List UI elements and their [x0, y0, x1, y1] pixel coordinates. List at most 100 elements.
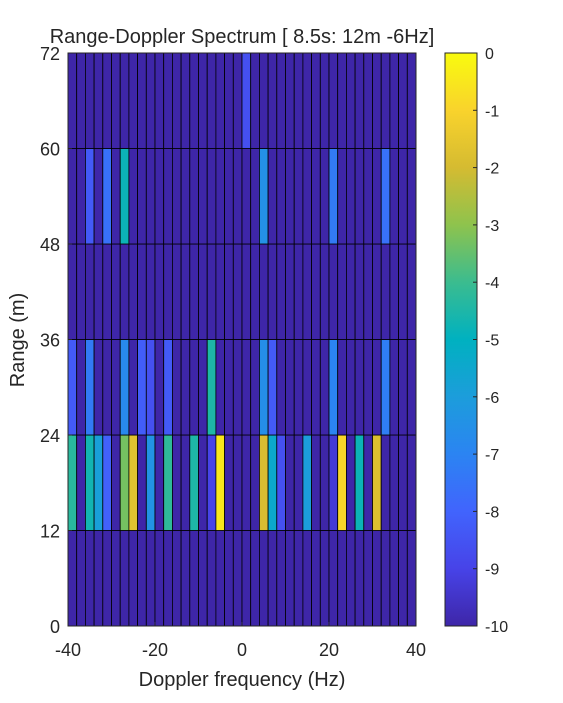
heatmap-cell [250, 434, 260, 531]
heatmap-cell [224, 52, 234, 149]
heatmap-cell [215, 339, 225, 436]
heatmap-cell [180, 243, 191, 340]
colorbar-tick-label: -9 [485, 562, 499, 579]
heatmap-cell [337, 243, 347, 340]
heatmap-cell [250, 148, 260, 245]
heatmap-cell [206, 52, 217, 149]
heatmap-cell [363, 52, 373, 149]
heatmap-cell [154, 530, 165, 627]
heatmap-cell [180, 530, 191, 627]
heatmap-cell [285, 339, 295, 436]
heatmap-cell [398, 530, 408, 627]
heatmap-cell [163, 434, 173, 531]
y-tick-label: 60 [40, 140, 60, 160]
heatmap-cell [180, 52, 191, 149]
heatmap-cell [232, 339, 243, 436]
heatmap-cell [93, 434, 104, 531]
heatmap-cell [354, 339, 365, 436]
heatmap-cell [319, 243, 330, 340]
y-tick-label: 48 [40, 235, 60, 255]
heatmap-cell [67, 339, 78, 436]
heatmap-cell [189, 243, 199, 340]
heatmap-cell [76, 243, 86, 340]
heatmap-cell [302, 434, 312, 531]
heatmap-cell [311, 243, 321, 340]
heatmap-cell [171, 243, 182, 340]
heatmap-cell [372, 52, 382, 149]
heatmap-cell [285, 52, 295, 149]
heatmap-cell [354, 434, 365, 531]
heatmap-cell [337, 148, 347, 245]
heatmap-cell [328, 434, 339, 531]
heatmap-cell [285, 530, 295, 627]
heatmap-cell [293, 339, 304, 436]
heatmap-cell [241, 148, 252, 245]
heatmap-cell [67, 434, 78, 531]
heatmap-cell [206, 243, 217, 340]
heatmap-cell [198, 530, 208, 627]
x-tick-label: -20 [142, 640, 168, 660]
heatmap-cell [163, 339, 173, 436]
heatmap-cell [372, 434, 382, 531]
heatmap-cell [111, 530, 121, 627]
heatmap-cell [232, 434, 243, 531]
heatmap-cell [189, 339, 199, 436]
heatmap-cell [398, 243, 408, 340]
heatmap-cell [302, 52, 312, 149]
heatmap-cell [93, 52, 104, 149]
heatmap-cell [93, 530, 104, 627]
heatmap-cell [85, 52, 95, 149]
heatmap-cell [85, 530, 95, 627]
heatmap-cell [145, 52, 156, 149]
heatmap-cell [198, 52, 208, 149]
heatmap-cell [380, 148, 391, 245]
heatmap-cell [128, 434, 138, 531]
heatmap-cell [363, 434, 373, 531]
heatmap-cell [102, 52, 112, 149]
x-tick-label: -40 [55, 640, 81, 660]
heatmap-cell [276, 148, 286, 245]
heatmap-cell [276, 434, 286, 531]
heatmap-cell [180, 339, 191, 436]
heatmap-cell [128, 243, 138, 340]
heatmap-cell [206, 339, 217, 436]
heatmap-cell [406, 148, 417, 245]
heatmap-cell [319, 339, 330, 436]
heatmap-cell [380, 530, 391, 627]
heatmap-cell [398, 339, 408, 436]
heatmap-cell [354, 52, 365, 149]
heatmap-cell [163, 530, 173, 627]
heatmap-cell [389, 434, 399, 531]
heatmap-cell [345, 530, 356, 627]
colorbar-tick-label: -4 [485, 275, 499, 292]
heatmap-cell [276, 52, 286, 149]
heatmap-cell [111, 148, 121, 245]
colorbar-tick-label: -6 [485, 390, 499, 407]
heatmap-cell [250, 339, 260, 436]
heatmap-cell [137, 148, 147, 245]
colorbar-tick-label: -1 [485, 103, 499, 120]
heatmap-cell [250, 52, 260, 149]
heatmap-cell [250, 243, 260, 340]
heatmap-cell [119, 434, 130, 531]
heatmap-cell [232, 243, 243, 340]
heatmap-cell [76, 434, 86, 531]
heatmap-cell [389, 530, 399, 627]
heatmap-cell [224, 243, 234, 340]
heatmap-cell [241, 243, 252, 340]
heatmap-cell [267, 148, 278, 245]
heatmap-cell [406, 339, 417, 436]
heatmap-cell [258, 530, 269, 627]
heatmap-cell [302, 530, 312, 627]
heatmap-cell [258, 148, 269, 245]
heatmap-cell [380, 434, 391, 531]
heatmap-cell [293, 530, 304, 627]
heatmap-cell [285, 148, 295, 245]
heatmap-cell [267, 52, 278, 149]
heatmap-cell [137, 434, 147, 531]
heatmap-cell [363, 339, 373, 436]
heatmap-cell [406, 434, 417, 531]
heatmap-cell [67, 52, 78, 149]
heatmap-cell [258, 339, 269, 436]
